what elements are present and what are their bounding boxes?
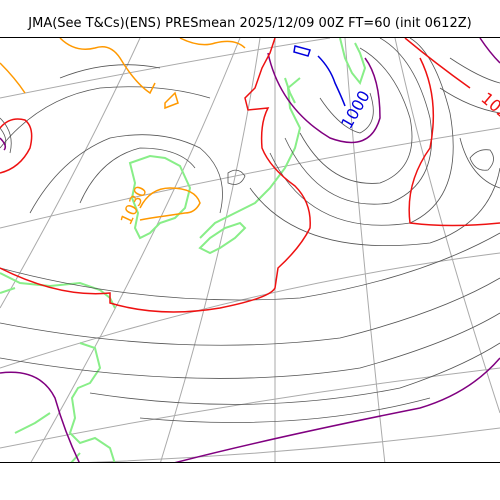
- isobar-line: [89, 342, 500, 405]
- coastline-korea: [128, 154, 192, 240]
- isobar-line: [0, 86, 211, 149]
- isobar-1020-line: [408, 57, 500, 227]
- isobar-1010-line: [174, 357, 500, 462]
- isobars: [0, 38, 500, 423]
- graticule-line: [30, 38, 241, 462]
- graticule-line: [0, 38, 141, 309]
- isobar-line: [0, 277, 500, 346]
- isobar-1000: [293, 45, 346, 107]
- isobar-line: [0, 232, 500, 301]
- graticule-line: [87, 427, 500, 462]
- coastline-taiwan: [68, 342, 116, 462]
- map-canvas: 1000 1030 102: [0, 38, 500, 462]
- isobar-1020-line: [0, 38, 311, 313]
- isobar-line: [269, 38, 454, 226]
- graticule-line: [394, 38, 500, 414]
- label-1020: 102: [477, 89, 500, 123]
- isobar-1030-line: [59, 38, 156, 95]
- graticule-line: [160, 38, 261, 462]
- isobar-line: [79, 147, 196, 204]
- graticule: [0, 38, 500, 462]
- isobar-1030-line: [179, 38, 246, 49]
- isobar-line: [469, 149, 494, 171]
- isobar-line: [299, 47, 413, 184]
- isobar-line: [29, 134, 223, 214]
- pressure-map: 1000 1030 102: [0, 37, 500, 463]
- isobar-line: [0, 312, 500, 379]
- map-title: JMA(See T&Cs)(ENS) PRESmean 2025/12/09 0…: [28, 16, 472, 31]
- isobar-line: [227, 169, 246, 185]
- isobar-line: [439, 87, 500, 114]
- label-1000: 1000: [337, 87, 374, 132]
- isobar-line: [249, 167, 500, 246]
- isobar-1020: [0, 38, 500, 313]
- label-1030: 1030: [116, 183, 150, 228]
- isobar-1010-line: [0, 371, 80, 462]
- isobar-line: [59, 64, 161, 79]
- isobar-line: [319, 92, 374, 134]
- graticule-line: [0, 127, 500, 229]
- isobar-1030-line: [0, 62, 26, 94]
- isobar-1010-line: [479, 38, 500, 64]
- isobar-1000-line: [317, 55, 346, 107]
- isobar-1030-line: [164, 91, 179, 110]
- isobar-1030-line: [139, 187, 201, 221]
- isobar-1020-line: [404, 38, 471, 89]
- isobar-line: [284, 38, 433, 205]
- coastline-japan-south: [198, 221, 247, 255]
- isobar-1020-line: [0, 118, 33, 174]
- isobar-1000-line: [293, 45, 311, 57]
- coastline-sakhalin: [339, 38, 367, 86]
- coastline-islands: [14, 412, 81, 462]
- isobar-line: [139, 397, 431, 423]
- isobar-1010-line: [0, 137, 7, 151]
- graticule-line: [0, 367, 500, 449]
- isobar-line: [449, 57, 500, 84]
- isobar-1010-line: [267, 52, 381, 144]
- graticule-line: [0, 252, 500, 369]
- isobar-1010: [0, 38, 500, 462]
- isobar-1030: [0, 38, 246, 221]
- coastline-kuril: [284, 77, 296, 104]
- isobar-line: [0, 117, 12, 154]
- isobar-line: [459, 137, 500, 189]
- graticule-line: [0, 38, 331, 99]
